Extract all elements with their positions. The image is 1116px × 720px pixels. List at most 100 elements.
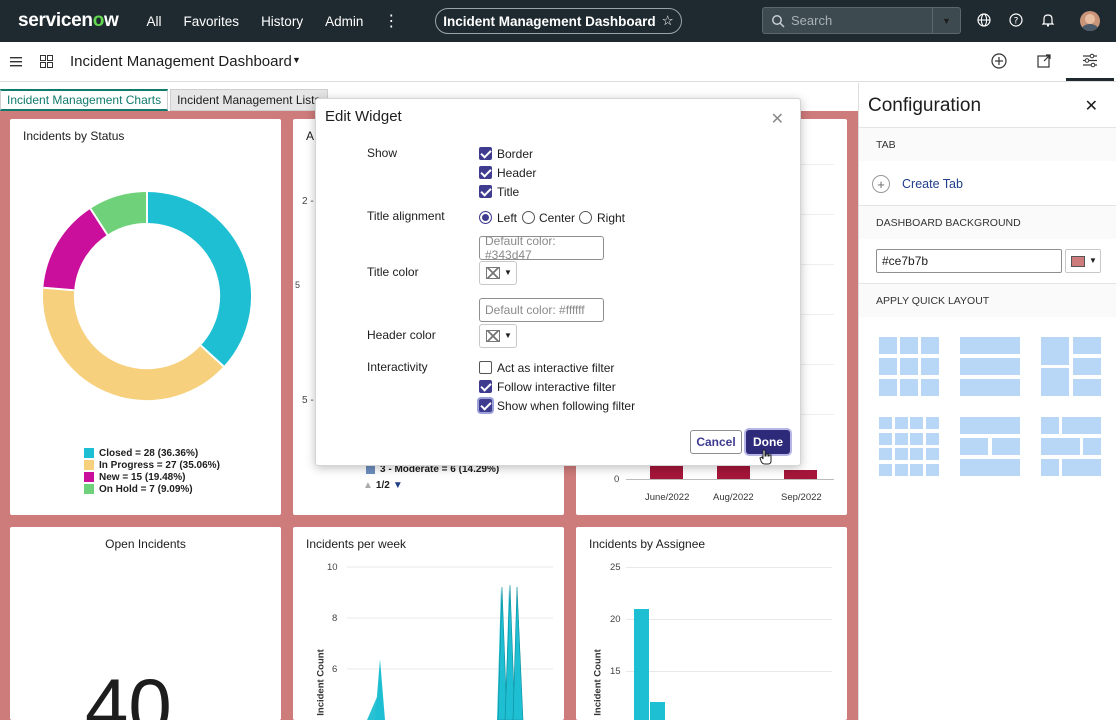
- y-tick: 10: [327, 562, 338, 573]
- servicenow-logo[interactable]: servicenow: [18, 10, 119, 31]
- user-avatar[interactable]: [1080, 11, 1100, 31]
- title-alignment-label: Title alignment: [367, 209, 445, 223]
- globe-icon[interactable]: [976, 12, 992, 28]
- grid-icon[interactable]: [40, 55, 53, 68]
- settings-sliders-icon[interactable]: [1082, 53, 1098, 68]
- next-page-icon[interactable]: ▼: [392, 480, 403, 491]
- show-label: Show: [367, 146, 398, 160]
- layout-option-5[interactable]: [960, 417, 1020, 476]
- tab-incident-management-charts[interactable]: Incident Management Charts: [0, 89, 169, 111]
- x-tick: Sep/2022: [781, 492, 822, 503]
- align-left-radio[interactable]: [479, 211, 492, 224]
- legend-item-closed[interactable]: Closed = 28 (36.36%): [84, 447, 220, 459]
- legend-item-new[interactable]: New = 15 (19.48%): [84, 471, 220, 483]
- svg-text:?: ?: [1014, 17, 1019, 27]
- title-checkbox[interactable]: [479, 185, 492, 198]
- widget-incidents-per-week[interactable]: Incidents per week 10 8 6 Incident Count: [293, 527, 564, 720]
- bell-icon[interactable]: [1040, 12, 1056, 28]
- no-color-swatch-icon: [486, 330, 500, 342]
- hamburger-icon[interactable]: [10, 57, 22, 67]
- widget-incidents-by-status[interactable]: Incidents by Status Closed = 28 (36.36%)…: [10, 119, 281, 515]
- search-scope-dropdown[interactable]: ▼: [932, 8, 960, 33]
- x-tick: Aug/2022: [713, 492, 754, 503]
- widget-title: A: [306, 129, 315, 143]
- more-vertical-icon[interactable]: ⋮: [383, 13, 400, 30]
- star-icon[interactable]: ☆: [661, 13, 674, 28]
- title-color-input[interactable]: Default color: #343d47: [479, 234, 604, 262]
- layout-option-2[interactable]: [960, 337, 1020, 396]
- add-icon[interactable]: [991, 53, 1007, 69]
- border-checkbox-label: Border: [497, 147, 534, 161]
- legend-swatch: [84, 484, 94, 494]
- legend-label: Closed = 28 (36.36%): [99, 447, 199, 459]
- act-as-filter-label: Act as interactive filter: [497, 361, 615, 375]
- nav-admin[interactable]: Admin: [325, 13, 364, 29]
- widget-title: Incidents by Assignee: [589, 537, 706, 551]
- y-tick: 25: [610, 562, 621, 573]
- tab-incident-management-lists[interactable]: Incident Management Lists: [170, 89, 328, 111]
- y-tick: 8: [332, 613, 338, 624]
- layout-option-6[interactable]: [1041, 417, 1101, 476]
- background-color-input[interactable]: #ce7b7b: [876, 249, 1062, 273]
- nav-history[interactable]: History: [261, 13, 304, 29]
- panel-title: Configuration: [868, 95, 982, 116]
- align-left-label: Left: [497, 211, 518, 225]
- legend-pager: ▲ 1/2 ▼: [363, 480, 403, 491]
- header-color-input[interactable]: Default color: #ffffff: [479, 298, 604, 322]
- widget-incidents-by-assignee[interactable]: Incidents by Assignee 25 20 15 Incident …: [576, 527, 847, 720]
- title-color-picker[interactable]: ▼: [479, 261, 517, 285]
- nav-favorites[interactable]: Favorites: [183, 13, 240, 29]
- donut-segment-new[interactable]: [43, 208, 108, 291]
- widget-title: Open Incidents: [105, 537, 186, 551]
- bar-assignee-2[interactable]: [650, 702, 665, 720]
- create-tab-button[interactable]: + Create Tab: [872, 175, 963, 193]
- donut-segment-on-hold[interactable]: [90, 192, 148, 235]
- y-axis-label: Incident Count: [592, 649, 604, 716]
- global-search[interactable]: Search ▼: [762, 7, 961, 34]
- align-right-radio[interactable]: [579, 211, 592, 224]
- legend-label: 3 - Moderate = 6 (14.29%): [380, 464, 500, 475]
- header-checkbox[interactable]: [479, 166, 492, 179]
- section-dashboard-background: DASHBOARD BACKGROUND: [859, 205, 1116, 239]
- nav-all[interactable]: All: [146, 13, 162, 29]
- chevron-down-icon: ▼: [1089, 256, 1097, 265]
- header-color-picker[interactable]: ▼: [479, 324, 517, 348]
- background-color-picker[interactable]: ▼: [1065, 249, 1101, 273]
- bar-assignee-1[interactable]: [634, 609, 649, 720]
- help-icon[interactable]: ?: [1008, 12, 1024, 28]
- close-icon[interactable]: ✕: [770, 111, 784, 128]
- chevron-down-icon[interactable]: ▼: [292, 55, 301, 65]
- layout-option-4[interactable]: [879, 417, 939, 476]
- bar-aug-2022[interactable]: [717, 463, 750, 479]
- title-checkbox-label: Title: [497, 185, 520, 199]
- bar-sep-2022[interactable]: [784, 470, 817, 479]
- align-center-label: Center: [539, 211, 576, 225]
- dashboard-pill-title: Incident Management Dashboard: [443, 13, 656, 29]
- border-checkbox[interactable]: [479, 147, 492, 160]
- section-tab: TAB: [859, 127, 1116, 161]
- legend-item-in-progress[interactable]: In Progress = 27 (35.06%): [84, 459, 220, 471]
- bar-june-2022[interactable]: [650, 463, 683, 479]
- align-center-radio[interactable]: [522, 211, 535, 224]
- close-icon[interactable]: ✕: [1084, 98, 1098, 115]
- donut-segment-closed[interactable]: [147, 192, 252, 367]
- follow-filter-checkbox[interactable]: [479, 380, 492, 393]
- legend-item-on-hold[interactable]: On Hold = 7 (9.09%): [84, 483, 220, 495]
- layout-option-3[interactable]: [1041, 337, 1101, 396]
- widget-open-incidents[interactable]: Open Incidents 40: [10, 527, 281, 720]
- donut-segment-in-progress[interactable]: [42, 287, 224, 401]
- show-when-following-checkbox[interactable]: [479, 399, 492, 412]
- cancel-button[interactable]: Cancel: [690, 430, 742, 454]
- previous-page-icon[interactable]: ▲: [363, 480, 373, 491]
- share-icon[interactable]: [1037, 53, 1052, 68]
- active-toolbar-indicator: [1066, 78, 1114, 81]
- done-button[interactable]: Done: [746, 430, 790, 454]
- act-as-filter-checkbox[interactable]: [479, 361, 492, 374]
- legend-item-moderate[interactable]: 3 - Moderate = 6 (14.29%): [366, 464, 499, 475]
- header-checkbox-label: Header: [497, 166, 537, 180]
- configuration-panel: Configuration ✕ TAB + Create Tab DASHBOA…: [858, 83, 1116, 720]
- hand-cursor-icon: [759, 449, 772, 465]
- dashboard-context-pill[interactable]: Incident Management Dashboard ☆: [435, 8, 682, 34]
- interactivity-label: Interactivity: [367, 360, 428, 374]
- layout-option-1[interactable]: [879, 337, 939, 396]
